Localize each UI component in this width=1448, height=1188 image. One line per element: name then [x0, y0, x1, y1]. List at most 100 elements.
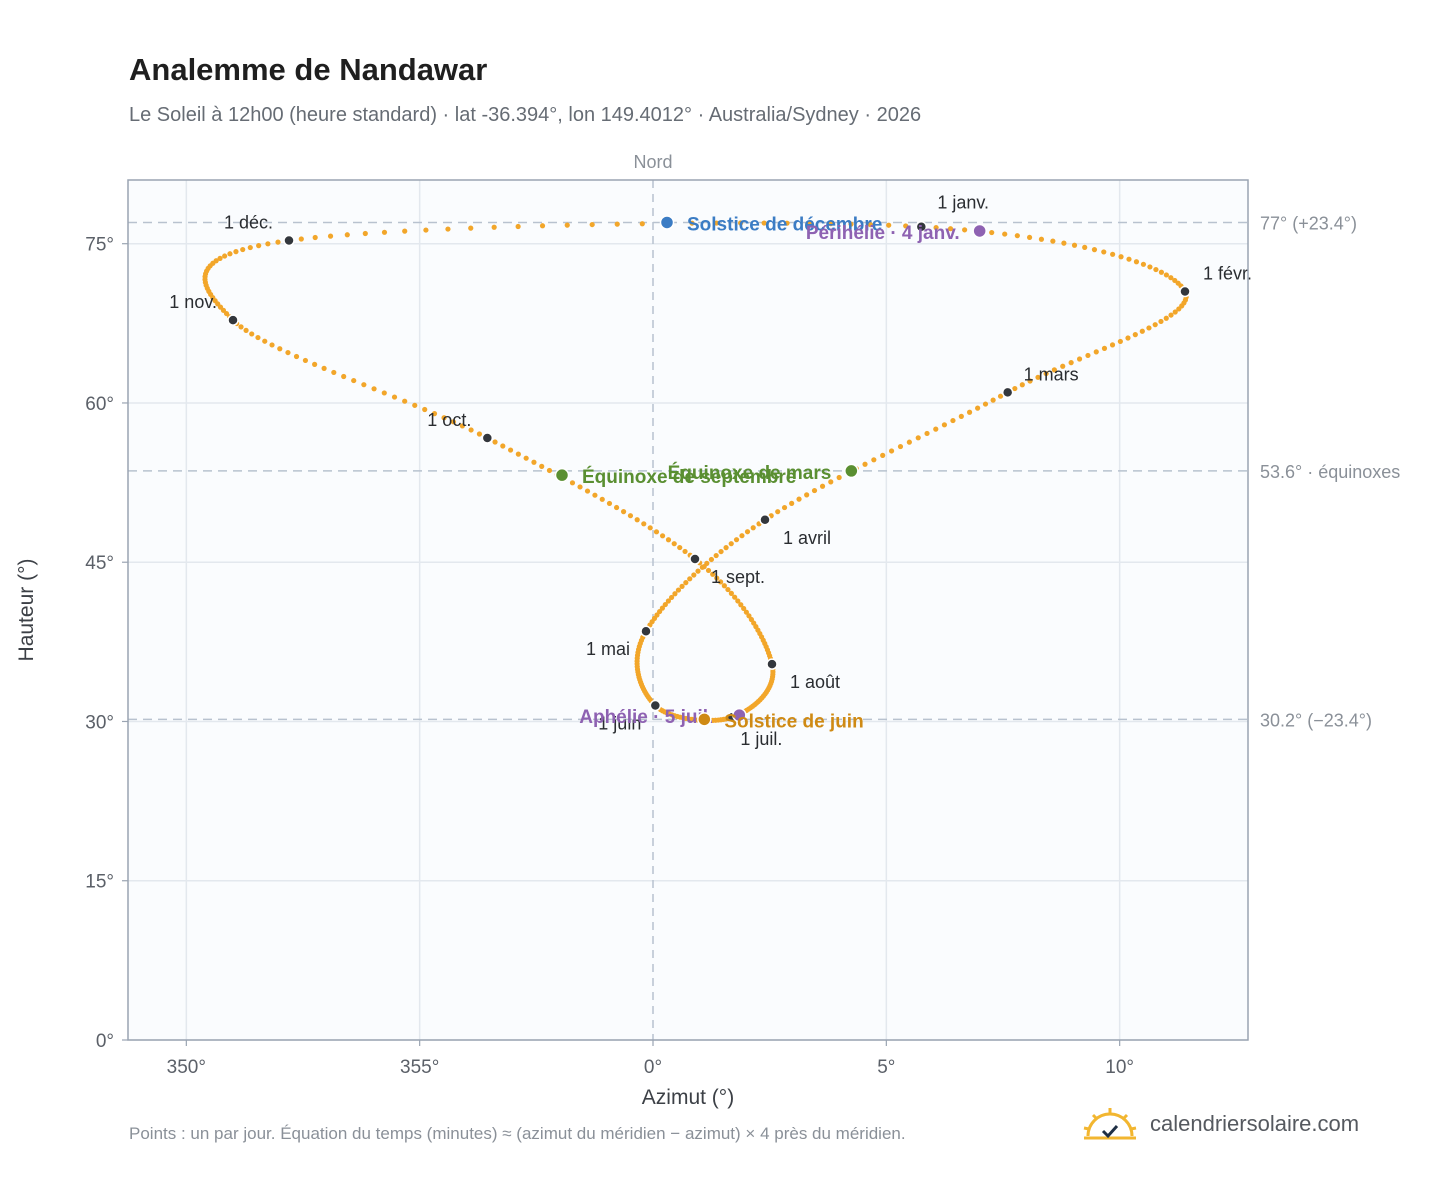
- daily-point: [1060, 363, 1066, 369]
- y-tick-labels: 0° 15° 30° 45° 60° 75°: [85, 235, 128, 1052]
- daily-point: [371, 386, 377, 392]
- daily-point: [713, 552, 719, 559]
- daily-point: [327, 233, 334, 239]
- month-label: 1 oct.: [427, 410, 471, 430]
- reference-line-label: 77° (+23.4°): [1260, 213, 1357, 233]
- daily-point: [564, 222, 570, 228]
- daily-point: [1101, 249, 1107, 255]
- daily-point: [312, 361, 318, 367]
- daily-point: [886, 222, 892, 228]
- daily-point: [450, 419, 456, 425]
- daily-point: [1109, 342, 1116, 348]
- daily-point: [1027, 378, 1033, 384]
- daily-point: [721, 583, 727, 589]
- daily-point: [714, 575, 720, 581]
- brand[interactable]: calendriersolaire.com: [1082, 1104, 1359, 1144]
- x-axis-title: Azimut (°): [642, 1086, 734, 1109]
- daily-point: [691, 572, 697, 578]
- daily-point: [298, 236, 304, 242]
- y-axis-title: Hauteur (°): [15, 559, 38, 662]
- daily-point: [613, 504, 620, 511]
- daily-point: [620, 509, 627, 515]
- daily-point: [848, 221, 854, 227]
- daily-point: [1068, 360, 1074, 366]
- daily-point: [1163, 272, 1169, 278]
- daily-point: [1043, 370, 1049, 377]
- daily-point: [705, 567, 712, 574]
- daily-point: [997, 393, 1004, 399]
- daily-point: [665, 537, 672, 543]
- event-label: Aphélie · 5 juil.: [579, 707, 713, 728]
- page-subtitle: Le Soleil à 12h00 (heure standard) · lat…: [129, 104, 922, 126]
- daily-point: [668, 594, 675, 601]
- daily-point: [341, 373, 347, 380]
- daily-point: [735, 598, 741, 604]
- daily-point: [962, 227, 968, 233]
- month-marker: [1001, 386, 1014, 399]
- daily-point: [606, 500, 613, 507]
- daily-point: [1158, 269, 1165, 275]
- daily-point: [1082, 244, 1088, 250]
- daily-point: [1152, 322, 1158, 328]
- daily-point: [523, 455, 529, 461]
- daily-point: [1085, 352, 1091, 359]
- y-tick-label: 75°: [85, 235, 114, 256]
- month-label: 1 mars: [1024, 364, 1079, 384]
- daily-point: [1051, 367, 1057, 373]
- daily-point: [431, 411, 438, 417]
- daily-point: [672, 591, 678, 597]
- daily-point: [728, 541, 734, 547]
- daily-point: [1118, 254, 1124, 260]
- daily-point: [947, 226, 954, 232]
- month-label: 1 mai: [586, 639, 630, 659]
- daily-point: [507, 447, 514, 453]
- daily-point: [689, 220, 695, 226]
- daily-point: [975, 405, 981, 411]
- daily-point: [584, 488, 591, 494]
- daily-point: [641, 521, 647, 527]
- daily-point: [256, 243, 262, 249]
- daily-point: [362, 230, 368, 237]
- daily-point: [240, 246, 246, 253]
- daily-point: [1071, 242, 1078, 248]
- month-label: 1 sept.: [711, 567, 765, 587]
- daily-point: [1014, 233, 1020, 239]
- event-label: Équinoxe de septembre: [582, 466, 796, 488]
- daily-point: [500, 443, 506, 449]
- footnote: Points : un par jour. Équation du temps …: [129, 1124, 906, 1143]
- event-label: Équinoxe de mars: [668, 462, 832, 484]
- daily-point: [647, 525, 653, 531]
- daily-point: [1035, 374, 1041, 380]
- daily-point: [247, 244, 253, 251]
- daily-point: [391, 394, 398, 400]
- daily-point: [828, 221, 834, 227]
- month-label: 1 févr.: [1203, 263, 1252, 283]
- daily-point: [871, 457, 877, 463]
- daily-point: [950, 417, 956, 424]
- daily-point: [784, 220, 790, 226]
- daily-point: [746, 613, 752, 619]
- daily-point: [737, 220, 744, 226]
- month-label: 1 avril: [783, 528, 831, 548]
- daily-point: [915, 435, 921, 441]
- daily-point: [312, 234, 318, 241]
- daily-point: [1012, 385, 1018, 392]
- daily-point: [539, 463, 545, 469]
- daily-point: [804, 492, 810, 498]
- month-markers: 1 janv. 1 févr. 1 mars 1 avril 1 mai 1 juin 1 …: [169, 193, 1252, 750]
- daily-point: [569, 480, 576, 486]
- daily-point: [683, 580, 689, 586]
- daily-point: [265, 241, 271, 247]
- month-label: 1 juin: [598, 714, 641, 734]
- brand-name: calendriersolaire.com: [1150, 1111, 1360, 1136]
- daily-point: [1139, 328, 1145, 334]
- daily-point: [331, 369, 337, 376]
- event-marker: [659, 215, 675, 230]
- daily-point: [1038, 236, 1045, 242]
- daily-point: [743, 609, 749, 615]
- daily-point: [659, 605, 665, 611]
- month-marker: [915, 220, 928, 233]
- daily-point: [1176, 306, 1182, 312]
- daily-point: [277, 346, 283, 352]
